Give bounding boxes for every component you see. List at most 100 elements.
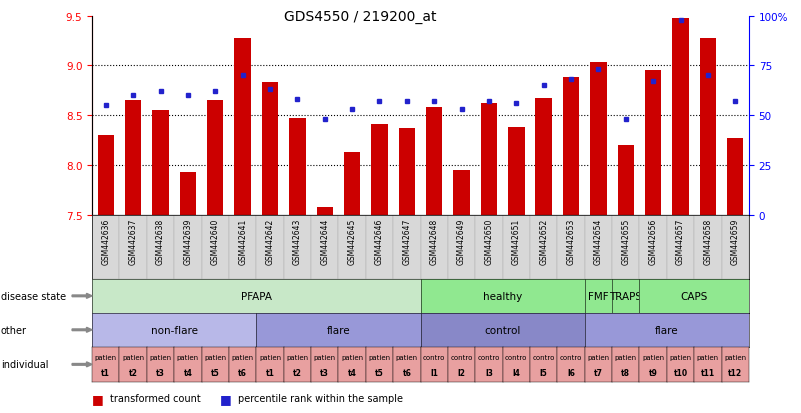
Text: l4: l4 <box>513 368 520 377</box>
Bar <box>694 215 722 279</box>
Text: GSM442647: GSM442647 <box>402 218 412 265</box>
Bar <box>147 215 175 279</box>
Text: t3: t3 <box>156 368 165 377</box>
Text: patien: patien <box>286 354 308 360</box>
Text: GSM442640: GSM442640 <box>211 218 219 265</box>
Text: t5: t5 <box>375 368 384 377</box>
Bar <box>372 125 388 215</box>
Text: t7: t7 <box>594 368 603 377</box>
Bar <box>207 101 223 215</box>
Text: t5: t5 <box>211 368 219 377</box>
Bar <box>722 215 749 279</box>
Text: PFAPA: PFAPA <box>241 291 272 301</box>
Text: GSM442644: GSM442644 <box>320 218 329 265</box>
Text: l3: l3 <box>485 368 493 377</box>
Text: contro: contro <box>505 354 528 360</box>
Text: transformed count: transformed count <box>110 393 200 403</box>
Text: patien: patien <box>642 354 664 360</box>
Bar <box>421 215 448 279</box>
Text: GSM442648: GSM442648 <box>429 218 439 264</box>
Bar <box>448 215 475 279</box>
Text: patien: patien <box>150 354 171 360</box>
Bar <box>453 171 469 215</box>
Text: patien: patien <box>724 354 747 360</box>
Text: disease state: disease state <box>1 291 66 301</box>
Text: patien: patien <box>670 354 691 360</box>
Bar <box>202 215 229 279</box>
Text: t2: t2 <box>293 368 302 377</box>
Bar <box>530 215 557 279</box>
Text: t10: t10 <box>674 368 687 377</box>
Bar <box>481 104 497 215</box>
Text: contro: contro <box>423 354 445 360</box>
Text: GSM442646: GSM442646 <box>375 218 384 265</box>
Text: GSM442657: GSM442657 <box>676 218 685 265</box>
Bar <box>235 39 251 215</box>
Text: contro: contro <box>450 354 473 360</box>
Text: healthy: healthy <box>483 291 522 301</box>
Text: GSM442649: GSM442649 <box>457 218 466 265</box>
Text: patien: patien <box>204 354 227 360</box>
Text: CAPS: CAPS <box>681 291 708 301</box>
Text: other: other <box>1 325 26 335</box>
Text: GSM442650: GSM442650 <box>485 218 493 265</box>
Text: t6: t6 <box>238 368 247 377</box>
Bar <box>289 119 306 215</box>
Text: control: control <box>485 325 521 335</box>
Text: GSM442641: GSM442641 <box>238 218 248 264</box>
Text: GSM442645: GSM442645 <box>348 218 356 265</box>
Bar <box>639 215 666 279</box>
Bar <box>645 71 662 215</box>
Bar <box>92 215 119 279</box>
Bar <box>475 215 503 279</box>
Bar <box>344 152 360 215</box>
Text: GSM442638: GSM442638 <box>156 218 165 264</box>
Text: patien: patien <box>231 354 254 360</box>
Bar <box>590 63 606 215</box>
Bar <box>618 146 634 215</box>
Bar <box>426 108 442 215</box>
Bar <box>666 215 694 279</box>
Bar <box>119 215 147 279</box>
Text: GSM442654: GSM442654 <box>594 218 603 265</box>
Text: GSM442651: GSM442651 <box>512 218 521 264</box>
Bar <box>229 215 256 279</box>
Text: contro: contro <box>560 354 582 360</box>
Text: patien: patien <box>95 354 117 360</box>
Text: contro: contro <box>533 354 555 360</box>
Text: TRAPS: TRAPS <box>610 291 642 301</box>
Text: contro: contro <box>477 354 500 360</box>
Bar <box>316 207 333 215</box>
Text: ■: ■ <box>220 392 236 405</box>
Bar <box>700 39 716 215</box>
Bar <box>284 215 311 279</box>
Text: ■: ■ <box>92 392 108 405</box>
Bar <box>175 215 202 279</box>
Text: individual: individual <box>1 359 48 370</box>
Text: GSM442652: GSM442652 <box>539 218 548 264</box>
Text: flare: flare <box>655 325 678 335</box>
Bar <box>399 129 415 215</box>
Bar <box>535 99 552 215</box>
Bar <box>727 139 743 215</box>
Text: t9: t9 <box>649 368 658 377</box>
Text: t11: t11 <box>701 368 715 377</box>
Text: l1: l1 <box>430 368 438 377</box>
Bar <box>393 215 421 279</box>
Bar <box>585 215 612 279</box>
Text: GSM442636: GSM442636 <box>101 218 111 265</box>
Text: t1: t1 <box>102 368 111 377</box>
Bar <box>612 215 639 279</box>
Text: GSM442656: GSM442656 <box>649 218 658 265</box>
Text: l6: l6 <box>567 368 575 377</box>
Bar <box>98 136 114 215</box>
Text: GSM442653: GSM442653 <box>566 218 576 265</box>
Text: t3: t3 <box>320 368 329 377</box>
Text: t2: t2 <box>129 368 138 377</box>
Bar <box>339 215 366 279</box>
Text: non-flare: non-flare <box>151 325 198 335</box>
Bar <box>262 83 278 215</box>
Text: patien: patien <box>368 354 391 360</box>
Text: patien: patien <box>259 354 281 360</box>
Bar <box>152 111 169 215</box>
